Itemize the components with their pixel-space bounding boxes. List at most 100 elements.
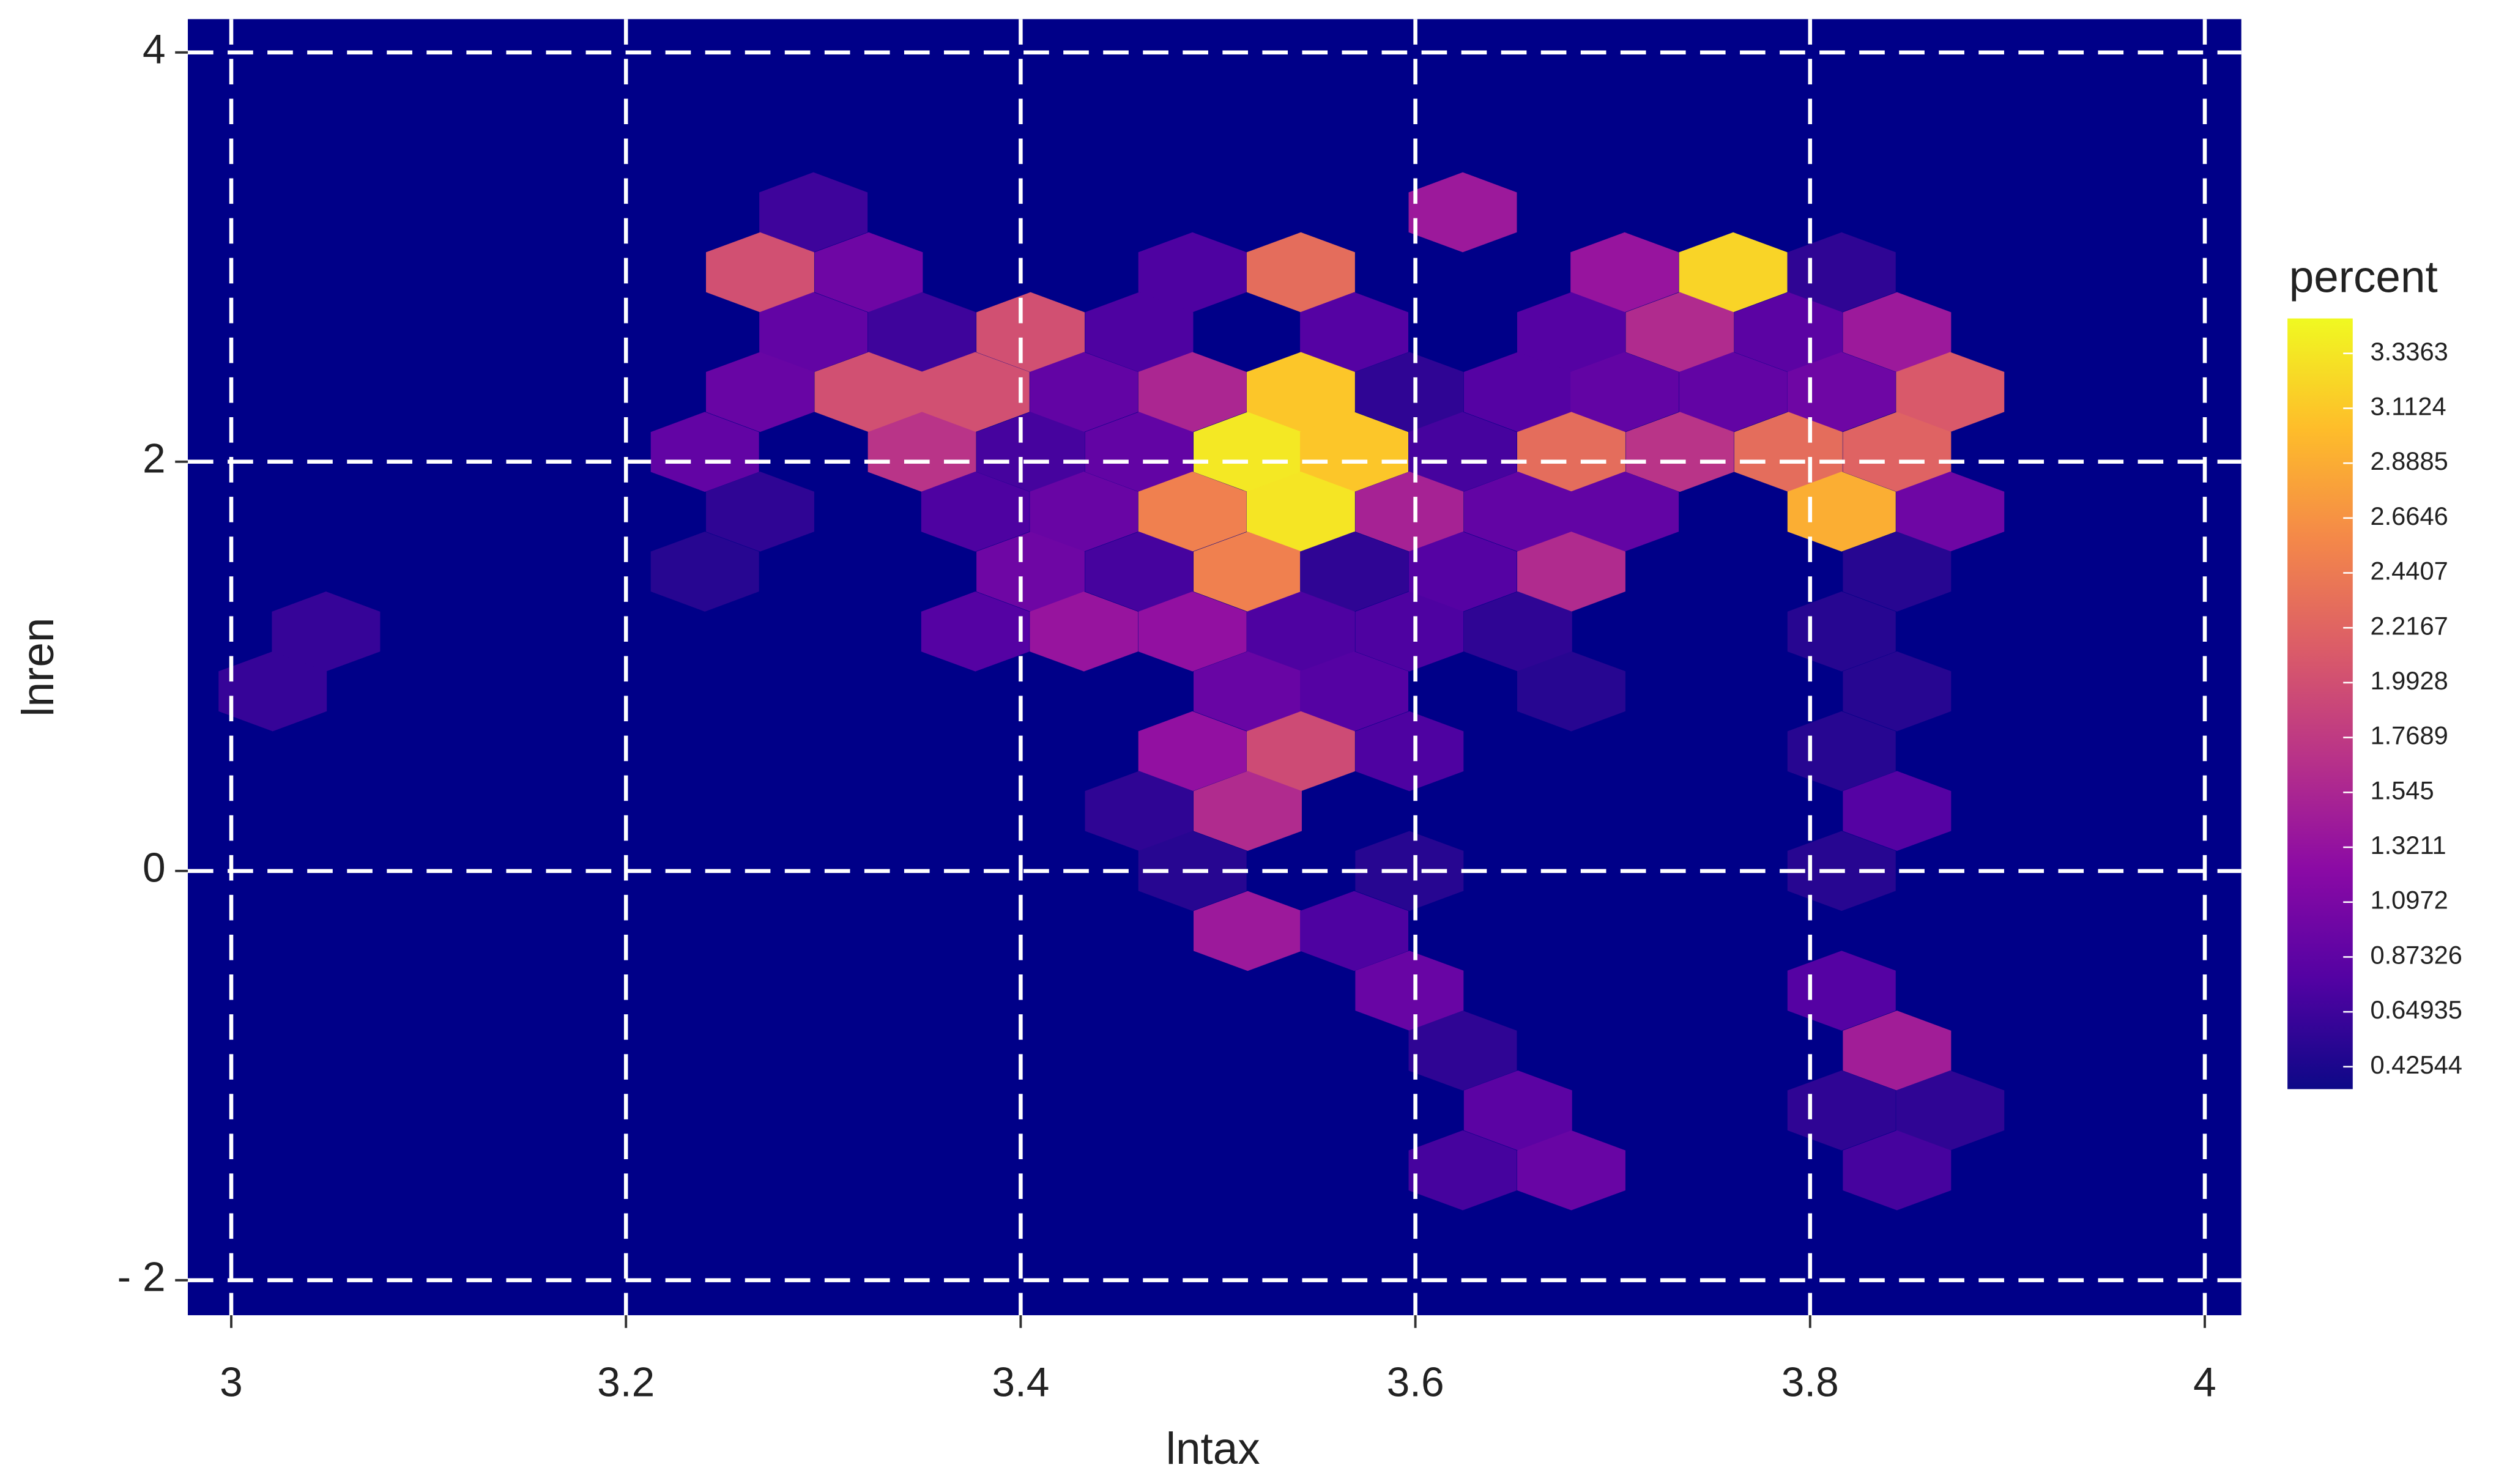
hex-bin (1138, 232, 1247, 313)
hex-bin (1787, 711, 1896, 792)
hex-bin (1030, 592, 1138, 672)
hex-bin (976, 292, 1085, 373)
hex-bin (1843, 412, 1952, 492)
hex-bin (650, 532, 759, 612)
colorbar-tick-label: 3.3363 (2370, 337, 2448, 366)
hex-bin (1787, 352, 1896, 432)
hex-bin (1355, 951, 1464, 1031)
colorbar-tick-label: 1.3211 (2370, 831, 2446, 859)
hex-bin (1517, 651, 1625, 732)
colorbar-tick-label: 0.42544 (2370, 1050, 2462, 1079)
colorbar-title: percent (2289, 252, 2438, 302)
hex-bin (1300, 292, 1409, 373)
hex-bin (706, 472, 814, 552)
hex-bin (759, 172, 868, 253)
hex-bin (814, 232, 923, 313)
hex-bin (867, 292, 976, 373)
x-tick-label: 3 (220, 1359, 243, 1405)
x-tick-label: 3.4 (992, 1359, 1049, 1405)
hex-bin (759, 292, 868, 373)
hex-bin (921, 472, 1030, 552)
hex-bin (1194, 412, 1302, 492)
hex-bin (1300, 532, 1409, 612)
hex-bin (921, 352, 1030, 432)
hex-bin (1085, 532, 1194, 612)
hex-bin (1355, 711, 1464, 792)
x-tick-label: 3.8 (1781, 1359, 1839, 1405)
hex-bin (1355, 831, 1464, 911)
hex-bin (1085, 771, 1194, 851)
hex-bin (1300, 412, 1409, 492)
hex-bin (1517, 292, 1625, 373)
y-tick-label: 2 (143, 436, 166, 482)
hex-bin (1843, 651, 1952, 732)
hex-bin (1138, 711, 1247, 792)
y-axis-title: lnren (13, 618, 63, 717)
hex-bin (1300, 651, 1409, 732)
hex-bin (1246, 592, 1355, 672)
hex-bin (1463, 472, 1572, 552)
hex-bin (1408, 412, 1517, 492)
x-tick-label: 3.2 (597, 1359, 655, 1405)
hex-bin (1085, 412, 1194, 492)
hex-bin (218, 651, 327, 732)
hex-bin (1408, 532, 1517, 612)
hex-bin (1843, 1130, 1952, 1211)
colorbar-tick-label: 1.9928 (2370, 666, 2448, 695)
colorbar (2287, 318, 2353, 1089)
hex-bin (272, 592, 381, 672)
colorbar-tick-label: 2.6646 (2370, 502, 2448, 530)
hex-bin (1194, 771, 1302, 851)
y-tick-label: - 2 (117, 1255, 166, 1300)
hex-bin (1517, 1130, 1625, 1211)
hex-bin (1138, 472, 1247, 552)
hex-bin (1787, 951, 1896, 1031)
hex-bin (1843, 532, 1952, 612)
hex-bin (1030, 352, 1138, 432)
hex-bin (976, 412, 1085, 492)
hex-bin (1246, 472, 1355, 552)
colorbar-tick-label: 1.0972 (2370, 886, 2448, 915)
hex-bin (1625, 292, 1734, 373)
hex-bin (1085, 292, 1194, 373)
hex-bin (1570, 352, 1679, 432)
x-tick-label: 3.6 (1387, 1359, 1444, 1405)
hex-bin (1679, 232, 1788, 313)
colorbar-tick-label: 3.1124 (2370, 391, 2446, 420)
colorbar-tick-label: 2.8885 (2370, 447, 2448, 475)
colorbar-tick-label: 2.2167 (2370, 611, 2448, 640)
colorbar-tick-label: 1.545 (2370, 776, 2434, 804)
colorbar-tick-label: 0.87326 (2370, 940, 2462, 969)
hex-bin (1355, 592, 1464, 672)
hex-bin (1246, 711, 1355, 792)
hex-bin (867, 412, 976, 492)
hex-bin (976, 532, 1085, 612)
hex-bin (1030, 472, 1138, 552)
hex-bin (1355, 472, 1464, 552)
hex-bin (1138, 352, 1247, 432)
colorbar-tick-label: 2.4407 (2370, 557, 2448, 585)
hex-bin (1246, 232, 1355, 313)
hex-bin (814, 352, 923, 432)
hex-bin (1463, 352, 1572, 432)
hex-bin (1734, 412, 1843, 492)
hex-bin (1843, 292, 1952, 373)
hex-bin (921, 592, 1030, 672)
hex-bin (1300, 891, 1409, 971)
hex-bin (1246, 352, 1355, 432)
hex-bin (1787, 232, 1896, 313)
hex-bin (1787, 472, 1896, 552)
colorbar-tick-label: 1.7689 (2370, 721, 2448, 750)
hex-bin (1625, 412, 1734, 492)
y-tick-label: 0 (143, 845, 166, 891)
hex-bin (1896, 352, 2005, 432)
hex-bin (1517, 532, 1625, 612)
x-tick-label: 4 (2193, 1359, 2216, 1405)
hex-bin (1787, 1070, 1896, 1151)
x-axis-title: lntax (1166, 1424, 1260, 1474)
hex-bin (1787, 592, 1896, 672)
hex-bin (1896, 472, 2005, 552)
hex-bin (1463, 592, 1572, 672)
hex-bin (1408, 1130, 1517, 1211)
